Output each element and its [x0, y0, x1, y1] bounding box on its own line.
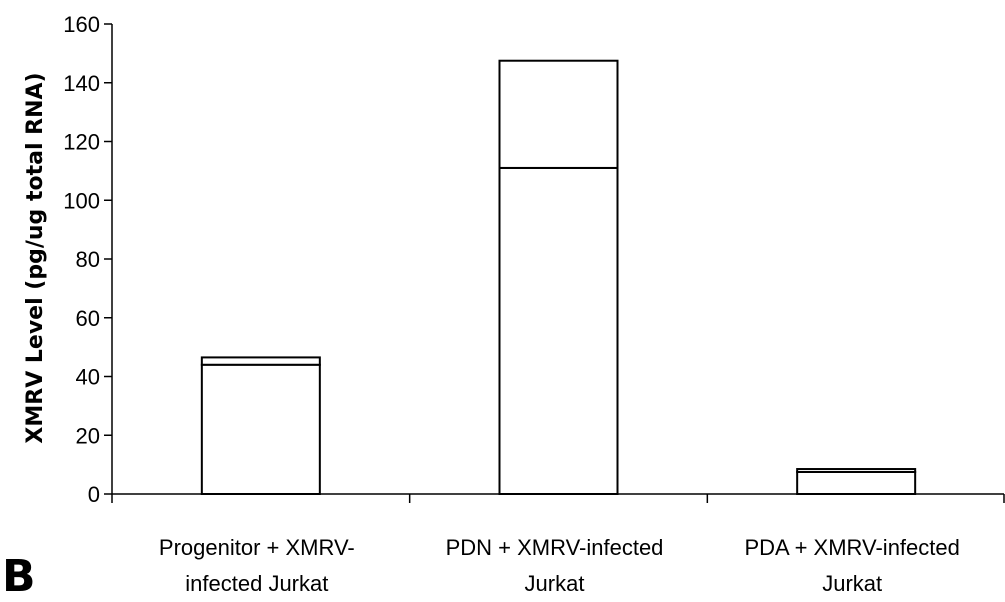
category-label: infected Jurkat	[185, 571, 328, 596]
y-tick-label: 100	[63, 188, 100, 213]
category-label: Jurkat	[525, 571, 585, 596]
bar-segment-2	[498, 59, 619, 169]
bars	[200, 59, 917, 495]
bar-segment-1	[796, 470, 917, 495]
category-label: Jurkat	[822, 571, 882, 596]
bar-segment-1	[200, 363, 321, 495]
category-label: PDN + XMRV-infected	[446, 535, 664, 560]
category-label: Progenitor + XMRV-	[159, 535, 355, 560]
x-axis	[111, 493, 1005, 503]
y-tick-label: 0	[88, 482, 100, 507]
y-tick-label: 60	[76, 306, 100, 331]
y-tick-label: 40	[76, 365, 100, 390]
y-axis: 0 20 40 60 80 100 120 140 160	[63, 12, 113, 507]
bar-segment-2	[200, 356, 321, 366]
category-labels: Progenitor + XMRV-infected Jurkat PDN + X…	[159, 535, 960, 596]
y-tick-label: 20	[76, 423, 100, 448]
bar-segment-2	[796, 468, 917, 473]
y-tick-label: 140	[63, 71, 100, 96]
y-tick-label: 120	[63, 130, 100, 155]
category-label: PDA + XMRV-infected	[744, 535, 959, 560]
bar-segment-1	[498, 166, 619, 495]
y-tick-label: 80	[76, 247, 100, 272]
y-tick-label: 160	[63, 12, 100, 37]
y-axis-title: XMRV Level (pg/ug total RNA)	[23, 72, 48, 443]
panel-label: B	[2, 551, 36, 602]
